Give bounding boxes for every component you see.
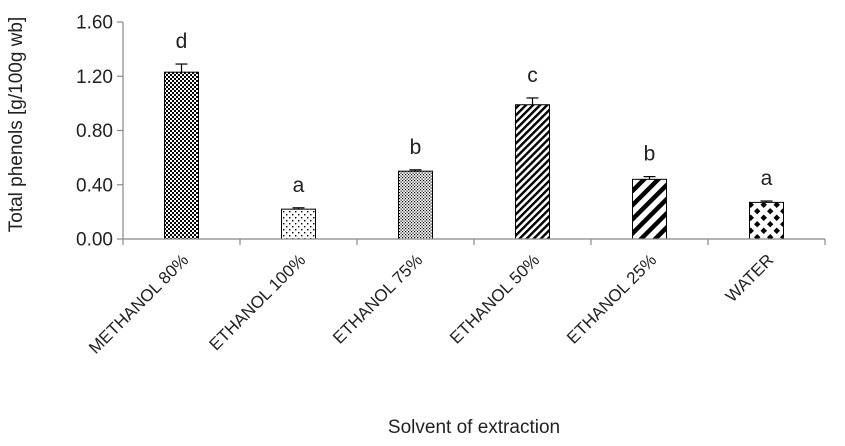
x-category-labels: METHANOL 80% ETHANOL 100% ETHANOL 75% ETHAN…	[85, 250, 777, 357]
significance-letter: a	[761, 167, 773, 190]
y-tick-label: 1.60	[76, 13, 113, 34]
error-bar	[643, 176, 656, 180]
error-bar	[409, 169, 422, 172]
significance-letter: d	[176, 30, 188, 53]
error-bars	[175, 63, 773, 210]
y-tick-labels: 0.00 0.40 0.80 1.20 1.60	[76, 13, 113, 251]
error-bar	[292, 207, 305, 210]
bar	[632, 178, 667, 240]
significance-letter: b	[644, 143, 656, 166]
significance-letters: d a b c b a	[176, 30, 773, 197]
y-tick-label: 0.80	[76, 121, 113, 142]
y-tick-label: 0.40	[76, 175, 113, 196]
error-bar	[526, 97, 539, 105]
x-category-label: ETHANOL 100%	[205, 250, 309, 354]
x-category-label: ETHANOL 25%	[563, 250, 660, 347]
significance-letter: c	[527, 64, 538, 87]
x-category-label: ETHANOL 75%	[329, 250, 426, 347]
x-category-label: WATER	[722, 250, 778, 306]
y-axis-title: Total phenols [g/100g wb]	[6, 17, 27, 233]
bar	[515, 104, 550, 240]
error-bar	[760, 200, 773, 203]
y-axis	[117, 21, 124, 240]
x-axis	[122, 238, 826, 245]
bar	[749, 201, 784, 240]
significance-letter: b	[410, 136, 422, 159]
significance-letter: a	[293, 174, 305, 197]
x-category-label: METHANOL 80%	[85, 250, 192, 357]
bar	[398, 170, 433, 240]
bar	[164, 71, 199, 240]
bar	[281, 208, 316, 240]
y-tick-label: 1.20	[76, 67, 113, 88]
x-axis-title: Solvent of extraction	[388, 417, 560, 438]
x-category-label: ETHANOL 50%	[446, 250, 543, 347]
error-bar	[175, 63, 188, 73]
bars	[164, 71, 784, 240]
y-tick-label: 0.00	[76, 230, 113, 251]
